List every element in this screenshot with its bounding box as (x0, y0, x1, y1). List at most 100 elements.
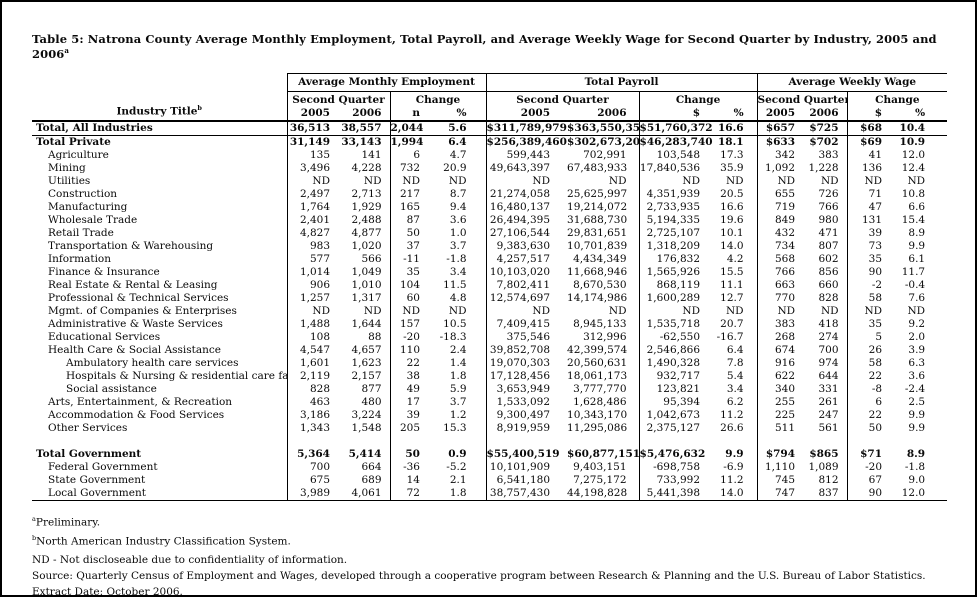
table-cell: 2.0 (908, 330, 926, 343)
table-cell: 39 (389, 408, 428, 422)
table-cell: 770 (756, 291, 802, 305)
table-cell: 5.6 (428, 120, 487, 136)
industry-label: Accommodation & Food Services (48, 408, 225, 421)
table-cell: 49 (389, 382, 428, 396)
table-cell: 2,044 (389, 120, 428, 136)
table-cell: 660 (818, 278, 839, 291)
industry-label: Mgmt. of Companies & Enterprises (48, 304, 237, 317)
table-cell: 88 (368, 330, 382, 343)
table-body: Total, All Industries 36,513 38,557 2,044 5.… (32, 120, 948, 501)
table-row: Ambulatory health care services 1,601 1,62… (32, 356, 947, 370)
table-cell: 700 (818, 343, 839, 356)
industry-label: Local Government (32, 486, 287, 501)
table-cell: 4,434,349 (573, 252, 627, 265)
table-cell: 1,601 (286, 356, 333, 370)
footnote-text: ND - Not discloseable due to confidentia… (32, 553, 348, 566)
table-cell: 67,483,933 (567, 161, 628, 174)
table-cell: 5.9 (449, 382, 467, 395)
column-header-pay-2006: 2006 (567, 106, 640, 122)
table-cell: 4.7 (449, 148, 467, 161)
table-cell: 90 (846, 486, 891, 501)
table-cell: 622 (756, 369, 802, 383)
table-cell: 10.5 (443, 317, 467, 330)
table-cell: 974 (818, 356, 839, 369)
table-cell: 418 (818, 317, 839, 330)
table-cell: 10.8 (901, 187, 926, 200)
table-cell: 103,548 (638, 148, 715, 162)
table-cell: 39,852,708 (485, 343, 568, 357)
table-cell: 675 (286, 473, 333, 487)
table-cell: 58 (846, 356, 891, 370)
table-cell: 49,643,397 (485, 161, 568, 175)
table-row: Accommodation & Food Services 3,186 3,224 3… (32, 408, 947, 422)
table-cell: 38 (389, 369, 428, 383)
table-cell: 18,061,173 (567, 369, 628, 382)
table-cell: 10,343,170 (567, 408, 628, 421)
table-row: Social assistance 828 877 49 5.9 3,653,949 3,7… (32, 382, 947, 396)
table-cell: 4,657 (351, 343, 382, 356)
industry-label: Federal Government (48, 460, 158, 473)
table-cell: 268 (756, 330, 802, 344)
table-cell: 10,701,839 (567, 239, 628, 252)
table-row: Total Private 31,149 33,143 1,994 6.4 $256,38… (32, 135, 947, 149)
column-header-industry-title: Industry Titleb (32, 73, 287, 122)
table-cell: 33,143 (341, 135, 382, 148)
table-row: Construction 2,497 2,713 217 8.7 21,274,058 25… (32, 187, 947, 201)
table-cell: 29,831,651 (567, 226, 628, 239)
table-cell: 868,119 (638, 278, 715, 292)
table-cell: 5,414 (348, 447, 382, 460)
table-cell: 27,106,544 (485, 226, 568, 240)
table-cell: 35.9 (720, 161, 744, 174)
table-cell: 14 (389, 473, 428, 487)
table-cell: 980 (818, 213, 839, 226)
table-cell: 664 (361, 460, 382, 473)
group-header-payroll: Total Payroll (485, 72, 758, 92)
table-cell: 10.1 (720, 226, 744, 239)
industry-label: Total, All Industries (32, 120, 287, 136)
table-cell: ND (725, 304, 744, 317)
industry-label: Social assistance (66, 382, 157, 395)
table-cell: ND (756, 304, 802, 318)
table-cell: 9.2 (908, 317, 926, 330)
table-cell: 511 (756, 421, 802, 435)
table-cell: 50 (389, 447, 428, 461)
table-cell: 766 (756, 265, 802, 279)
table-cell: 2,733,935 (638, 200, 715, 214)
table-cell: ND (286, 304, 333, 318)
table-cell: 375,546 (485, 330, 568, 344)
table-cell: ND (907, 304, 926, 317)
table-cell: 95,394 (638, 395, 715, 409)
table-cell: 849 (756, 213, 802, 227)
table-cell: 31,688,730 (567, 213, 628, 226)
group-header-wage: Average Weekly Wage (756, 72, 948, 92)
table-cell: 17 (389, 395, 428, 409)
table-cell: 1,010 (351, 278, 382, 291)
table-cell: 20.9 (443, 161, 467, 174)
table-cell: 31,149 (286, 135, 333, 149)
table-cell: 17,128,456 (485, 369, 568, 383)
footnote-text: North American Industry Classification S… (36, 535, 291, 548)
table-row: Wholesale Trade 2,401 2,488 87 3.6 26,494,395… (32, 213, 947, 227)
table-cell: 0.9 (448, 447, 467, 460)
table-cell: $865 (809, 447, 839, 460)
table-cell: -16.7 (716, 330, 744, 343)
table-cell: 10,103,020 (485, 265, 568, 279)
table-cell: 19,214,072 (567, 200, 628, 213)
table-cell: 983 (286, 239, 333, 253)
table-cell: 35 (846, 252, 891, 266)
table-cell: 1,317 (351, 291, 382, 304)
table-cell: -5.2 (446, 460, 467, 473)
footnote-line: Extract Date: October 2006. (32, 586, 975, 595)
table-cell: ND (485, 304, 568, 318)
table-cell: 3,653,949 (485, 382, 568, 396)
table-cell: $657 (756, 120, 802, 136)
table-cell: 20.7 (720, 317, 744, 330)
table-cell: 6.4 (448, 135, 467, 148)
industry-label: Total Government (36, 447, 142, 460)
table-cell: 50 (389, 226, 428, 240)
table-cell: 2,725,107 (638, 226, 715, 240)
table-cell: 11.7 (901, 265, 926, 278)
table-cell: 702,991 (583, 148, 627, 161)
data-table: Industry Titleb Average Monthly Employme… (32, 72, 948, 501)
table-cell: 5,194,335 (638, 213, 715, 227)
